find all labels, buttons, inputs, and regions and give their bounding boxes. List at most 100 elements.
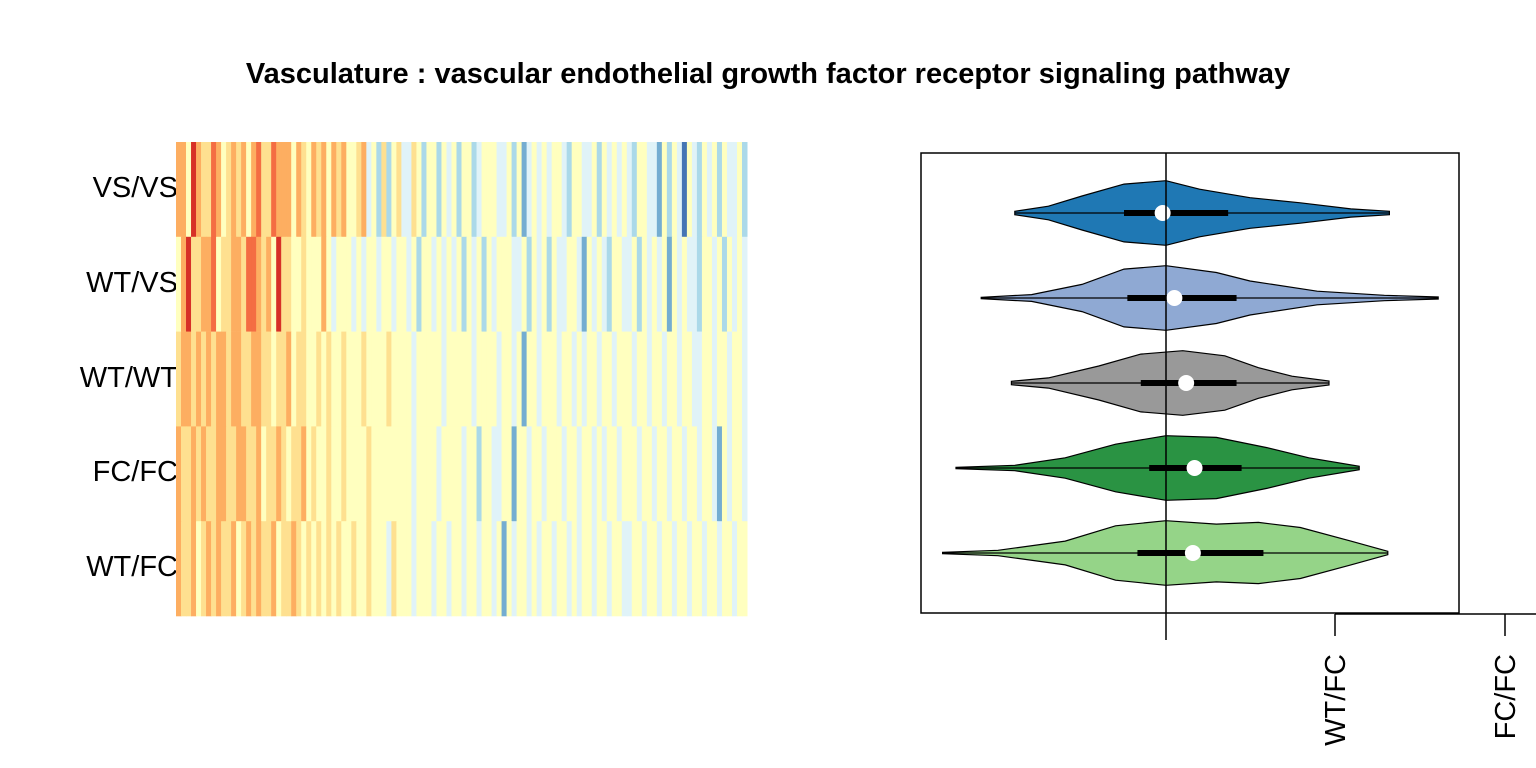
heatmap-cell <box>536 236 543 332</box>
violin-median-point <box>1178 375 1195 391</box>
heatmap-cell <box>461 521 468 617</box>
heatmap-cell <box>301 331 307 427</box>
heatmap-cell <box>241 236 247 332</box>
heatmap-cell <box>441 236 447 332</box>
heatmap-cell <box>706 331 713 427</box>
heatmap-cell <box>316 426 322 522</box>
heatmap-cell <box>346 426 352 522</box>
heatmap-cell <box>216 521 222 617</box>
heatmap-cell <box>406 426 412 522</box>
heatmap-cell <box>681 142 688 238</box>
heatmap-cell <box>516 426 523 522</box>
heatmap-cell <box>706 521 713 617</box>
heatmap-cell <box>471 521 478 617</box>
heatmap-cell <box>571 521 578 617</box>
heatmap-cell <box>281 521 287 617</box>
heatmap-cell <box>271 331 277 427</box>
heatmap-cell <box>486 236 493 332</box>
heatmap-cell <box>476 426 483 522</box>
heatmap-cell <box>391 331 397 427</box>
heatmap-cell <box>261 142 267 238</box>
heatmap-cell <box>436 236 442 332</box>
heatmap-cell <box>211 521 217 617</box>
heatmap-cell <box>656 142 663 238</box>
heatmap-cell <box>326 142 332 238</box>
heatmap-cell <box>356 521 362 617</box>
heatmap-cell <box>571 426 578 522</box>
heatmap-cell <box>336 236 342 332</box>
heatmap-cell <box>181 426 187 522</box>
heatmap-cell <box>506 521 513 617</box>
heatmap-cell <box>276 331 282 427</box>
heatmap-cell <box>446 236 452 332</box>
heatmap-cell <box>356 142 362 238</box>
heatmap-cell <box>191 142 197 238</box>
heatmap-cell <box>456 426 462 522</box>
heatmap-cell <box>621 426 628 522</box>
heatmap-cell <box>406 236 412 332</box>
heatmap-cell <box>221 331 227 427</box>
heatmap-cell <box>721 331 728 427</box>
heatmap-cell <box>566 142 573 238</box>
heatmap-cell <box>371 521 377 617</box>
heatmap-cell <box>631 426 638 522</box>
heatmap-cell <box>501 331 508 427</box>
heatmap-cell <box>511 521 518 617</box>
heatmap-cell <box>251 236 257 332</box>
heatmap-cell <box>656 331 663 427</box>
heatmap-cell <box>601 331 608 427</box>
heatmap-cell <box>246 142 252 238</box>
heatmap-cell <box>271 521 277 617</box>
heatmap-cell <box>621 236 628 332</box>
heatmap-cell <box>641 236 648 332</box>
heatmap-cell <box>531 331 538 427</box>
heatmap-cell <box>411 142 417 238</box>
heatmap-cell <box>216 426 222 522</box>
heatmap-cell <box>416 236 422 332</box>
heatmap-cell <box>316 142 322 238</box>
heatmap-cell <box>266 142 272 238</box>
heatmap-cell <box>596 142 603 238</box>
heatmap-cell <box>636 142 643 238</box>
heatmap-cell <box>286 142 292 238</box>
heatmap-cell <box>521 521 528 617</box>
heatmap-cell <box>291 426 297 522</box>
heatmap-cell <box>296 236 302 332</box>
heatmap-cell <box>741 521 748 617</box>
heatmap-cell <box>556 142 563 238</box>
heatmap-cell <box>586 236 593 332</box>
heatmap-cell <box>651 426 658 522</box>
heatmap-cell <box>196 426 202 522</box>
heatmap-cell <box>576 426 583 522</box>
heatmap-cell <box>736 521 743 617</box>
heatmap-cell <box>591 236 598 332</box>
heatmap-cell <box>731 426 738 522</box>
heatmap-cell <box>496 331 503 427</box>
heatmap-cell <box>536 142 543 238</box>
heatmap-cell <box>336 142 342 238</box>
heatmap-cell <box>186 236 192 332</box>
heatmap-cell <box>266 236 272 332</box>
heatmap-cell <box>486 142 493 238</box>
heatmap-cell <box>601 521 608 617</box>
heatmap-cell <box>661 142 668 238</box>
heatmap-cell <box>666 426 673 522</box>
heatmap-cell <box>486 521 493 617</box>
heatmap-cell <box>706 426 713 522</box>
heatmap-cell <box>416 331 422 427</box>
heatmap-cell <box>641 426 648 522</box>
heatmap-cell <box>721 142 728 238</box>
heatmap-cell <box>371 426 377 522</box>
heatmap-cell <box>406 331 412 427</box>
heatmap-cell <box>441 331 447 427</box>
heatmap-cell <box>321 426 327 522</box>
heatmap-cell <box>241 426 247 522</box>
heatmap-cell <box>311 331 317 427</box>
heatmap-cell <box>231 521 237 617</box>
heatmap-cell <box>606 521 613 617</box>
heatmap-cell <box>206 236 212 332</box>
heatmap-cell <box>566 426 573 522</box>
heatmap-cell <box>561 521 568 617</box>
heatmap-cell <box>361 331 367 427</box>
heatmap-cell <box>436 142 442 238</box>
